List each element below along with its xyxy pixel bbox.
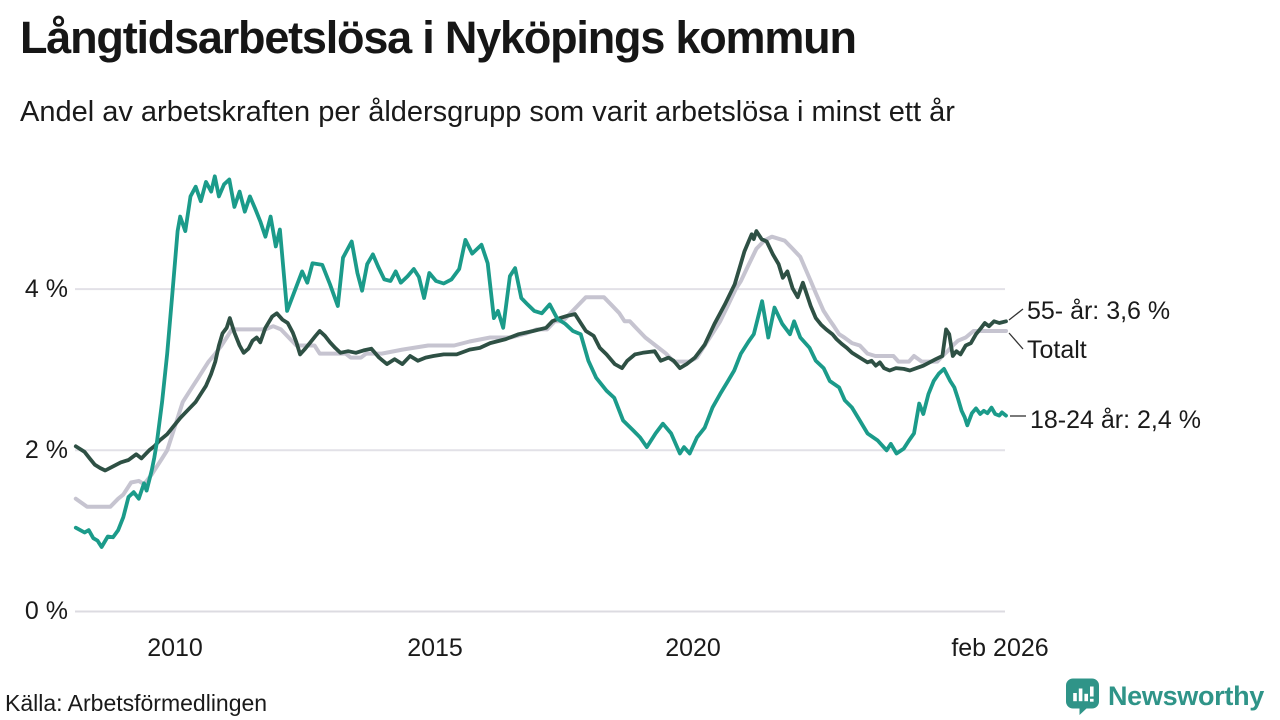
y-axis-tick-4pct: 4 %	[24, 275, 68, 303]
series-line-55-ar	[73, 229, 1008, 473]
series-end-label-18-24-ar: 18-24 år: 2,4 %	[1030, 406, 1201, 434]
x-axis-tick-2015: 2015	[407, 634, 463, 662]
source-attribution: Källa: Arbetsförmedlingen	[5, 690, 268, 716]
y-axis-tick-0pct: 0 %	[24, 597, 68, 625]
y-axis-tick-2pct: 2 %	[24, 436, 68, 464]
newsworthy-logo-text: Newsworthy	[1107, 681, 1264, 711]
x-axis-tick-2020: 2020	[665, 634, 721, 662]
series-line-totalt	[73, 234, 1008, 509]
speech-bubble-bar-chart-icon	[1065, 678, 1099, 715]
newsworthy-logo: Newsworthy	[1065, 678, 1264, 715]
chart-title: Långtidsarbetslösa i Nyköpings kommun	[20, 12, 857, 63]
gridlines	[75, 288, 1005, 613]
connector-totalt	[1008, 332, 1024, 350]
series-line-18-24-ar	[73, 174, 1008, 549]
series-end-label-55-ar: 55- år: 3,6 %	[1027, 297, 1171, 325]
x-axis-tick-feb-2026: feb 2026	[951, 634, 1049, 662]
chart-subtitle: Andel av arbetskraften per åldersgrupp s…	[20, 96, 955, 128]
connector-55-ar	[1008, 308, 1024, 321]
x-axis-tick-2010: 2010	[147, 634, 203, 662]
series-end-label-totalt: Totalt	[1027, 336, 1087, 364]
annotation-connectors	[1008, 308, 1026, 417]
